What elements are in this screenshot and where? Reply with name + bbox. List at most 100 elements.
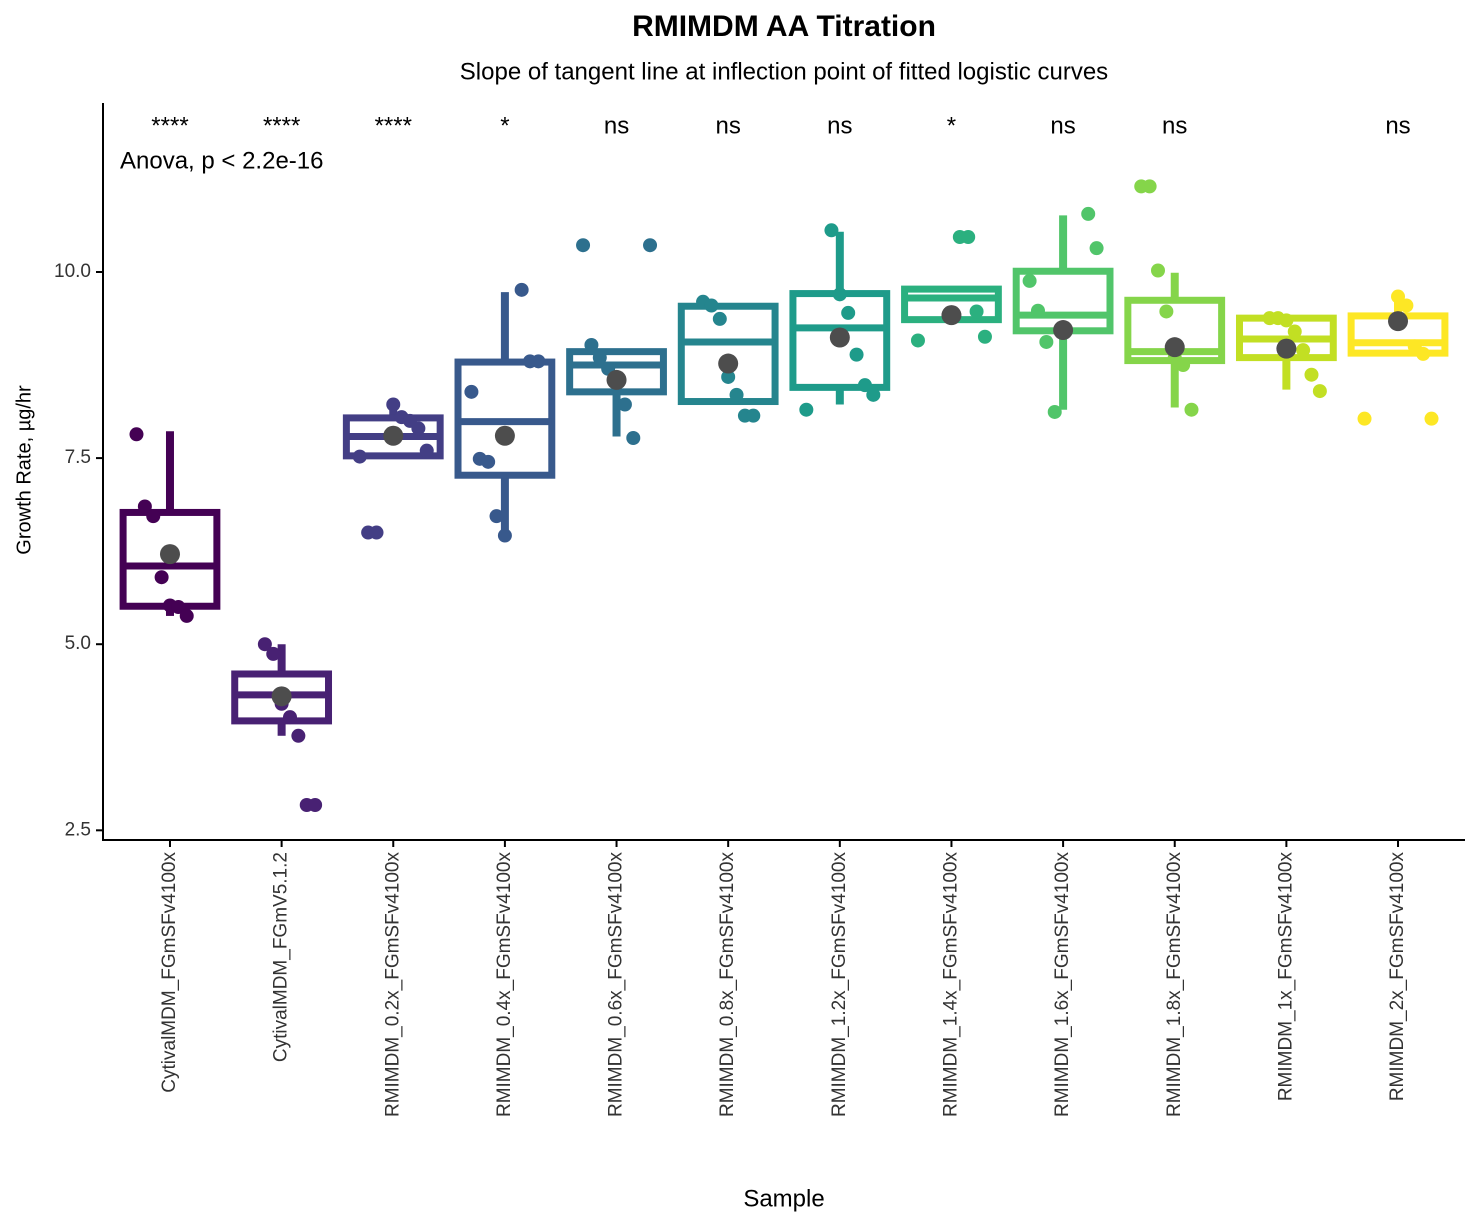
data-point — [832, 287, 847, 302]
data-point — [617, 397, 632, 412]
data-point — [1279, 313, 1294, 328]
data-point — [1312, 384, 1327, 399]
data-point — [961, 230, 976, 244]
data-point — [489, 509, 504, 524]
data-point — [592, 350, 607, 365]
data-point — [704, 298, 719, 313]
data-point — [1030, 303, 1045, 318]
data-point — [1399, 298, 1414, 313]
mean-point — [606, 369, 627, 390]
x-tick-label: RMIMDM_0.4x_FGmSFv4100x — [494, 852, 515, 1118]
significance-label: **** — [263, 112, 300, 139]
data-point — [1150, 263, 1165, 278]
data-point — [386, 397, 401, 412]
y-tick-label: 5.0 — [65, 633, 91, 654]
data-point — [369, 525, 384, 540]
data-point — [308, 798, 323, 813]
data-point — [977, 329, 992, 344]
significance-label: **** — [151, 112, 188, 139]
x-tick-label: RMIMDM_0.6x_FGmSFv4100x — [606, 852, 627, 1118]
mean-point — [383, 425, 404, 446]
significance-label: * — [500, 112, 509, 139]
significance-label: ns — [1050, 112, 1075, 139]
data-point — [1081, 206, 1096, 221]
significance-label: ns — [827, 112, 852, 139]
data-point — [481, 454, 496, 469]
data-point — [1142, 179, 1157, 194]
significance-label: * — [947, 112, 956, 139]
data-point — [1089, 241, 1104, 256]
data-point — [129, 427, 144, 442]
data-point — [1184, 402, 1199, 417]
data-point — [291, 728, 306, 743]
x-tick-label: RMIMDM_1.2x_FGmSFv4100x — [829, 852, 850, 1118]
y-tick-label: 2.5 — [65, 819, 91, 840]
data-point — [146, 509, 161, 524]
x-tick-label: RMIMDM_1.8x_FGmSFv4100x — [1164, 852, 1185, 1118]
data-point — [497, 528, 512, 543]
mean-point — [1388, 311, 1409, 332]
data-point — [1047, 404, 1062, 419]
data-point — [1022, 273, 1037, 288]
y-axis-label: Growth Rate, µg/hr — [13, 385, 35, 555]
data-point — [266, 646, 281, 661]
data-point — [824, 223, 839, 238]
data-point — [729, 387, 744, 402]
x-tick-label: CytivalMDM_FGmV5.1.2 — [271, 852, 292, 1062]
mean-point — [494, 425, 515, 446]
mean-point — [829, 327, 850, 348]
significance-label: ns — [716, 112, 741, 139]
mean-point — [718, 353, 739, 374]
mean-point — [159, 544, 180, 565]
data-point — [866, 387, 881, 402]
box — [566, 348, 667, 396]
box — [677, 302, 779, 406]
data-point — [857, 378, 872, 393]
x-tick-label: RMIMDM_1x_FGmSFv4100x — [1275, 852, 1296, 1102]
data-point — [1159, 304, 1174, 319]
mean-point — [1276, 338, 1297, 359]
anova-annotation: Anova, p < 2.2e-16 — [120, 147, 323, 174]
mean-point — [941, 305, 962, 326]
data-point — [411, 421, 426, 436]
data-point — [257, 637, 272, 652]
data-point — [531, 354, 546, 369]
x-axis-label: Sample — [743, 1185, 824, 1212]
x-tick-label: RMIMDM_0.2x_FGmSFv4100x — [382, 852, 403, 1118]
data-point — [171, 599, 186, 614]
y-tick-label: 7.5 — [65, 447, 91, 468]
data-point — [179, 608, 194, 623]
data-point — [643, 238, 658, 253]
data-point — [1039, 334, 1054, 349]
data-point — [849, 347, 864, 362]
data-point — [352, 449, 367, 464]
data-point — [576, 238, 591, 253]
data-point — [514, 282, 529, 297]
x-tick-label: RMIMDM_1.6x_FGmSFv4100x — [1052, 852, 1073, 1118]
mean-point — [271, 686, 292, 707]
mean-point — [1053, 320, 1074, 341]
significance-label: **** — [375, 112, 412, 139]
data-point — [1296, 343, 1311, 358]
chart-subtitle: Slope of tangent line at inflection poin… — [460, 58, 1108, 85]
data-point — [1357, 411, 1372, 426]
data-point — [282, 710, 297, 725]
y-tick-label: 10.0 — [54, 261, 91, 282]
data-point — [746, 408, 761, 423]
data-point — [841, 305, 856, 320]
chart-title: RMIMDM AA Titration — [632, 10, 936, 43]
x-tick-label: RMIMDM_1.4x_FGmSFv4100x — [940, 852, 961, 1118]
data-point — [1391, 289, 1406, 304]
x-tick-label: CytivalMDM_FGmSFv4100x — [159, 852, 180, 1093]
significance-label: ns — [604, 112, 629, 139]
data-point — [1304, 367, 1319, 382]
data-point — [1416, 346, 1431, 361]
data-point — [910, 333, 925, 348]
data-point — [799, 402, 814, 417]
data-point — [626, 431, 641, 445]
data-point — [712, 311, 727, 326]
x-tick-label: RMIMDM_0.8x_FGmSFv4100x — [717, 852, 738, 1118]
data-point — [419, 443, 434, 458]
data-point — [1424, 411, 1439, 426]
